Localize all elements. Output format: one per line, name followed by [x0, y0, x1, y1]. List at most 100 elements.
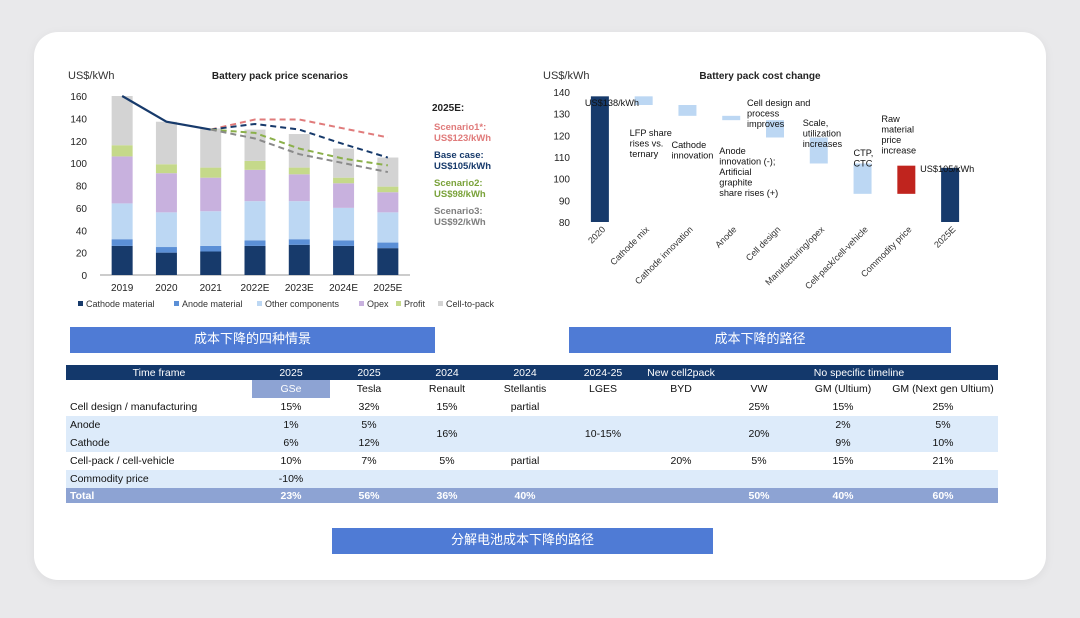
- header-cell: GM (Ultium): [814, 383, 872, 395]
- waterfall-annotation: innovation: [671, 151, 713, 161]
- table-row: Commodity price -10%: [66, 470, 999, 488]
- waterfall-annotation: US$105/kWh: [920, 164, 974, 174]
- table-cell: 40%: [798, 488, 888, 503]
- x-tick-label: 2025E: [932, 224, 957, 249]
- table-cell: 15%: [280, 401, 302, 413]
- scenario-line: [210, 118, 389, 139]
- table-cell: 32%: [358, 401, 380, 413]
- table-cell: [408, 470, 486, 488]
- banner-cost-path: 成本下降的路径: [569, 327, 951, 353]
- y-tick-label: 20: [76, 249, 88, 260]
- scenario-value: US$105/kWh: [434, 161, 491, 172]
- table-cell: 10%: [888, 434, 999, 452]
- bar-segment: [111, 156, 133, 204]
- table-cell: 5%: [751, 455, 767, 467]
- x-tick-label: 2025E: [373, 283, 402, 294]
- waterfall-annotation: Cathode: [671, 140, 706, 150]
- table-cell: partial: [510, 401, 540, 413]
- bar-segment: [333, 240, 355, 246]
- scenario-value: US$123/kWh: [434, 133, 491, 144]
- table-cell: 25%: [932, 401, 954, 413]
- waterfall-annotation: LFP share: [630, 128, 672, 138]
- waterfall-bar: [722, 115, 741, 121]
- table-cell: 5%: [439, 455, 455, 467]
- x-tick-label: Anode: [713, 224, 738, 249]
- header-cell: No specific timeline: [720, 365, 999, 380]
- waterfall-annotation: graphite: [719, 178, 752, 188]
- table-cell: [486, 416, 564, 452]
- legend-label: Profit: [404, 299, 426, 309]
- header-cell-gse: GSe: [252, 380, 330, 398]
- waterfall-annotation: utilization: [803, 129, 841, 139]
- row-label: Cell-pack / cell-vehicle: [70, 455, 175, 467]
- table-row-total: Total 23% 56% 36% 40% 50% 40% 60%: [66, 488, 999, 503]
- table-cell: 15%: [436, 401, 458, 413]
- waterfall-annotation: Cell design and: [747, 98, 810, 108]
- table-cell: [888, 470, 999, 488]
- table-cell: 25%: [748, 401, 770, 413]
- table-cell: 23%: [252, 488, 330, 503]
- waterfall-bar: [634, 96, 653, 105]
- header-cell: New cell2pack: [642, 365, 720, 380]
- table-row: Anode 1% 5% 16% 10-15% 20% 2% 5%: [66, 416, 999, 452]
- waterfall-annotation: increase: [881, 146, 916, 156]
- y-tick-label: 80: [76, 182, 88, 193]
- legend-swatch: [174, 301, 179, 306]
- header-cell: GM (Next gen Ultium): [892, 383, 994, 395]
- row-label: Anode: [66, 416, 252, 434]
- table-cell: 1%: [252, 416, 330, 434]
- table-cell: 9%: [798, 434, 888, 452]
- table-header-companies: GSe Tesla Renault Stellantis LGES BYD VW…: [66, 380, 998, 398]
- bar-segment: [377, 212, 399, 243]
- table-cell: 56%: [330, 488, 408, 503]
- table-cell: [564, 470, 642, 488]
- bar-segment: [244, 160, 266, 170]
- table-cell: [720, 470, 798, 488]
- bar-segment: [244, 129, 266, 161]
- y-tick-label: 140: [553, 88, 570, 99]
- header-cell: Tesla: [356, 383, 382, 395]
- header-cell: 2025: [330, 365, 408, 380]
- y-tick-label: 100: [553, 175, 570, 186]
- scenario-line: [210, 122, 389, 159]
- bar-segment: [377, 192, 399, 213]
- scenario-line: [121, 95, 211, 131]
- header-cell: Time frame: [66, 365, 252, 380]
- banner-four-scenarios: 成本下降的四种情景: [70, 327, 435, 353]
- waterfall-bar: [590, 96, 609, 222]
- table-row: Cathode 6% 12% 9% 10%: [66, 434, 999, 452]
- bar-segment: [200, 251, 222, 275]
- bar-segment: [244, 169, 266, 202]
- x-tick-label: 2020: [155, 283, 178, 294]
- table-header-timeframe: Time frame 2025 2025 2024 2024 2024-25 N…: [66, 365, 999, 380]
- waterfall-annotation: Raw: [881, 114, 900, 124]
- scenario-label: Scenario2:: [434, 178, 483, 189]
- scenario-label: Scenario1*:: [434, 122, 486, 133]
- bar-segment: [288, 239, 310, 245]
- waterfall-annotation: improves: [747, 119, 785, 129]
- bar-segment: [155, 121, 177, 165]
- bar-segment: [111, 203, 133, 240]
- table-cell: 16%: [408, 416, 486, 452]
- waterfall-annotation: share rises (+): [719, 188, 778, 198]
- waterfall-bar: [766, 120, 784, 138]
- battery-pack-cost-change-chart: US$/kWh Battery pack cost change 80 90 100…: [543, 70, 974, 291]
- header-cell: 2024-25: [564, 365, 642, 380]
- table-cell: [642, 488, 720, 503]
- header-cell: 2024: [486, 365, 564, 380]
- table-cell: 5%: [330, 416, 408, 434]
- legend-label: Opex: [367, 299, 389, 309]
- bar-segment: [200, 177, 222, 212]
- header-cell: BYD: [670, 383, 692, 395]
- row-label: Total: [66, 488, 252, 503]
- table-cell: 36%: [408, 488, 486, 503]
- left-chart-ylabel: US$/kWh: [68, 70, 114, 82]
- banner-decomposition: 分解电池成本下降的路径: [332, 528, 713, 554]
- y-tick-label: 120: [553, 131, 570, 142]
- waterfall-bar: [853, 163, 872, 194]
- table-cell: 20%: [720, 416, 798, 452]
- x-tick-label: 2020: [586, 224, 607, 245]
- table-cell: 10%: [280, 455, 302, 467]
- y-tick-label: 140: [70, 114, 87, 125]
- table-cell: [564, 488, 642, 503]
